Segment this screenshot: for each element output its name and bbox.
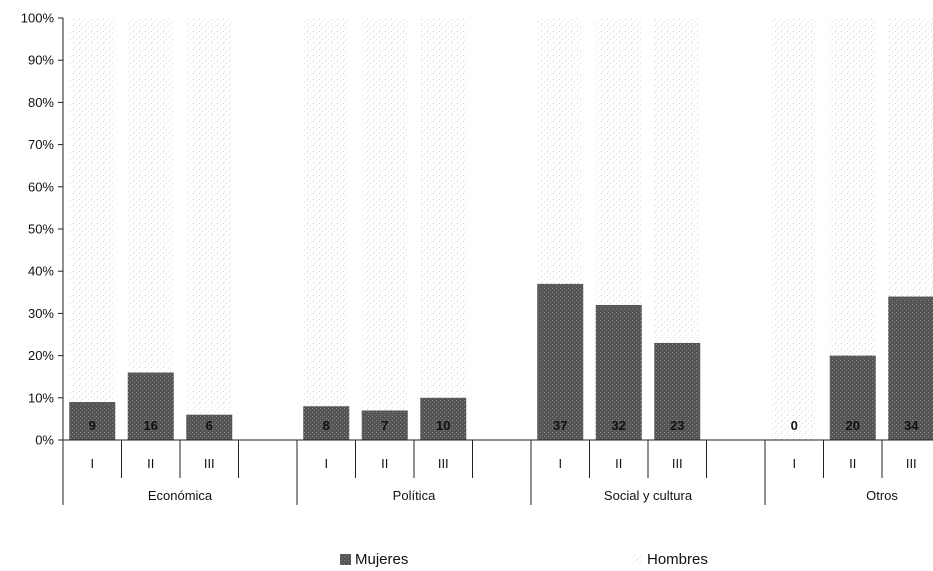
subcategory-label: III: [204, 456, 215, 471]
subcategory-label: III: [672, 456, 683, 471]
bar-mujeres: [829, 355, 876, 440]
data-label: 7: [381, 418, 388, 433]
y-axis: 0% 10% 20% 30% 40% 50% 60% 70% 80% 90% 100%: [21, 11, 64, 448]
group-label: Política: [393, 488, 436, 503]
y-tick-label: 20%: [28, 348, 54, 363]
subcategory-label: III: [438, 456, 449, 471]
subcategory-label: I: [324, 456, 328, 471]
subcategory-label: II: [849, 456, 856, 471]
data-label: 9: [89, 418, 96, 433]
subcategory-label: II: [615, 456, 622, 471]
legend-label-hombres: Hombres: [647, 551, 708, 568]
y-tick-label: 0%: [35, 433, 54, 448]
data-label: 10: [436, 418, 450, 433]
bar-mujeres: [186, 414, 233, 440]
data-label: 34: [904, 418, 919, 433]
bar-mujeres: [69, 402, 116, 440]
bar-hombres: [420, 18, 467, 398]
y-tick-label: 50%: [28, 222, 54, 237]
y-tick-label: 80%: [28, 95, 54, 110]
data-label: 16: [144, 418, 158, 433]
data-label: 0: [791, 418, 798, 433]
group-label: Social y cultura: [604, 488, 693, 503]
subcategory-label: II: [147, 456, 154, 471]
bar-hombres: [303, 18, 350, 407]
subcategory-label: I: [90, 456, 94, 471]
bar-mujeres: [303, 406, 350, 440]
y-tick-label: 100%: [21, 11, 55, 26]
y-tick-label: 10%: [28, 390, 54, 405]
bar-mujeres: [361, 410, 408, 440]
group-label: Económica: [148, 488, 213, 503]
legend-swatch-mujeres: [340, 554, 351, 565]
bar-hombres: [537, 18, 584, 284]
bar-hombres: [186, 18, 233, 415]
subcategory-label: I: [558, 456, 562, 471]
legend: Mujeres Hombres: [340, 551, 708, 568]
bar-hombres: [888, 18, 933, 297]
legend-label-mujeres: Mujeres: [355, 551, 408, 568]
data-label: 32: [612, 418, 626, 433]
y-tick-label: 70%: [28, 137, 54, 152]
data-label: 20: [846, 418, 860, 433]
legend-swatch-hombres: [632, 554, 643, 565]
bar-hombres: [654, 18, 701, 343]
bar-mujeres: [888, 296, 933, 440]
data-label: 6: [206, 418, 213, 433]
subcategory-label: III: [906, 456, 917, 471]
bars: 9 16 6 8 7 10 37 32 23 0 20 34: [69, 18, 933, 440]
bar-hombres: [829, 18, 876, 356]
bar-hombres: [127, 18, 174, 373]
data-label: 37: [553, 418, 567, 433]
group-label: Otros: [866, 488, 898, 503]
y-tick-label: 30%: [28, 306, 54, 321]
data-label: 8: [323, 418, 330, 433]
subcategory-label: II: [381, 456, 388, 471]
data-label: 23: [670, 418, 684, 433]
bar-hombres: [69, 18, 116, 403]
y-tick-label: 90%: [28, 53, 54, 68]
bar-hombres: [771, 18, 818, 440]
bar-mujeres: [595, 304, 642, 440]
y-tick-label: 40%: [28, 264, 54, 279]
bar-mujeres: [420, 397, 467, 440]
bar-mujeres: [537, 283, 584, 440]
subcategory-label: I: [792, 456, 796, 471]
bar-hombres: [595, 18, 642, 305]
y-tick-label: 60%: [28, 179, 54, 194]
bar-mujeres: [127, 372, 174, 440]
bar-hombres: [361, 18, 408, 411]
bar-mujeres: [654, 342, 701, 440]
